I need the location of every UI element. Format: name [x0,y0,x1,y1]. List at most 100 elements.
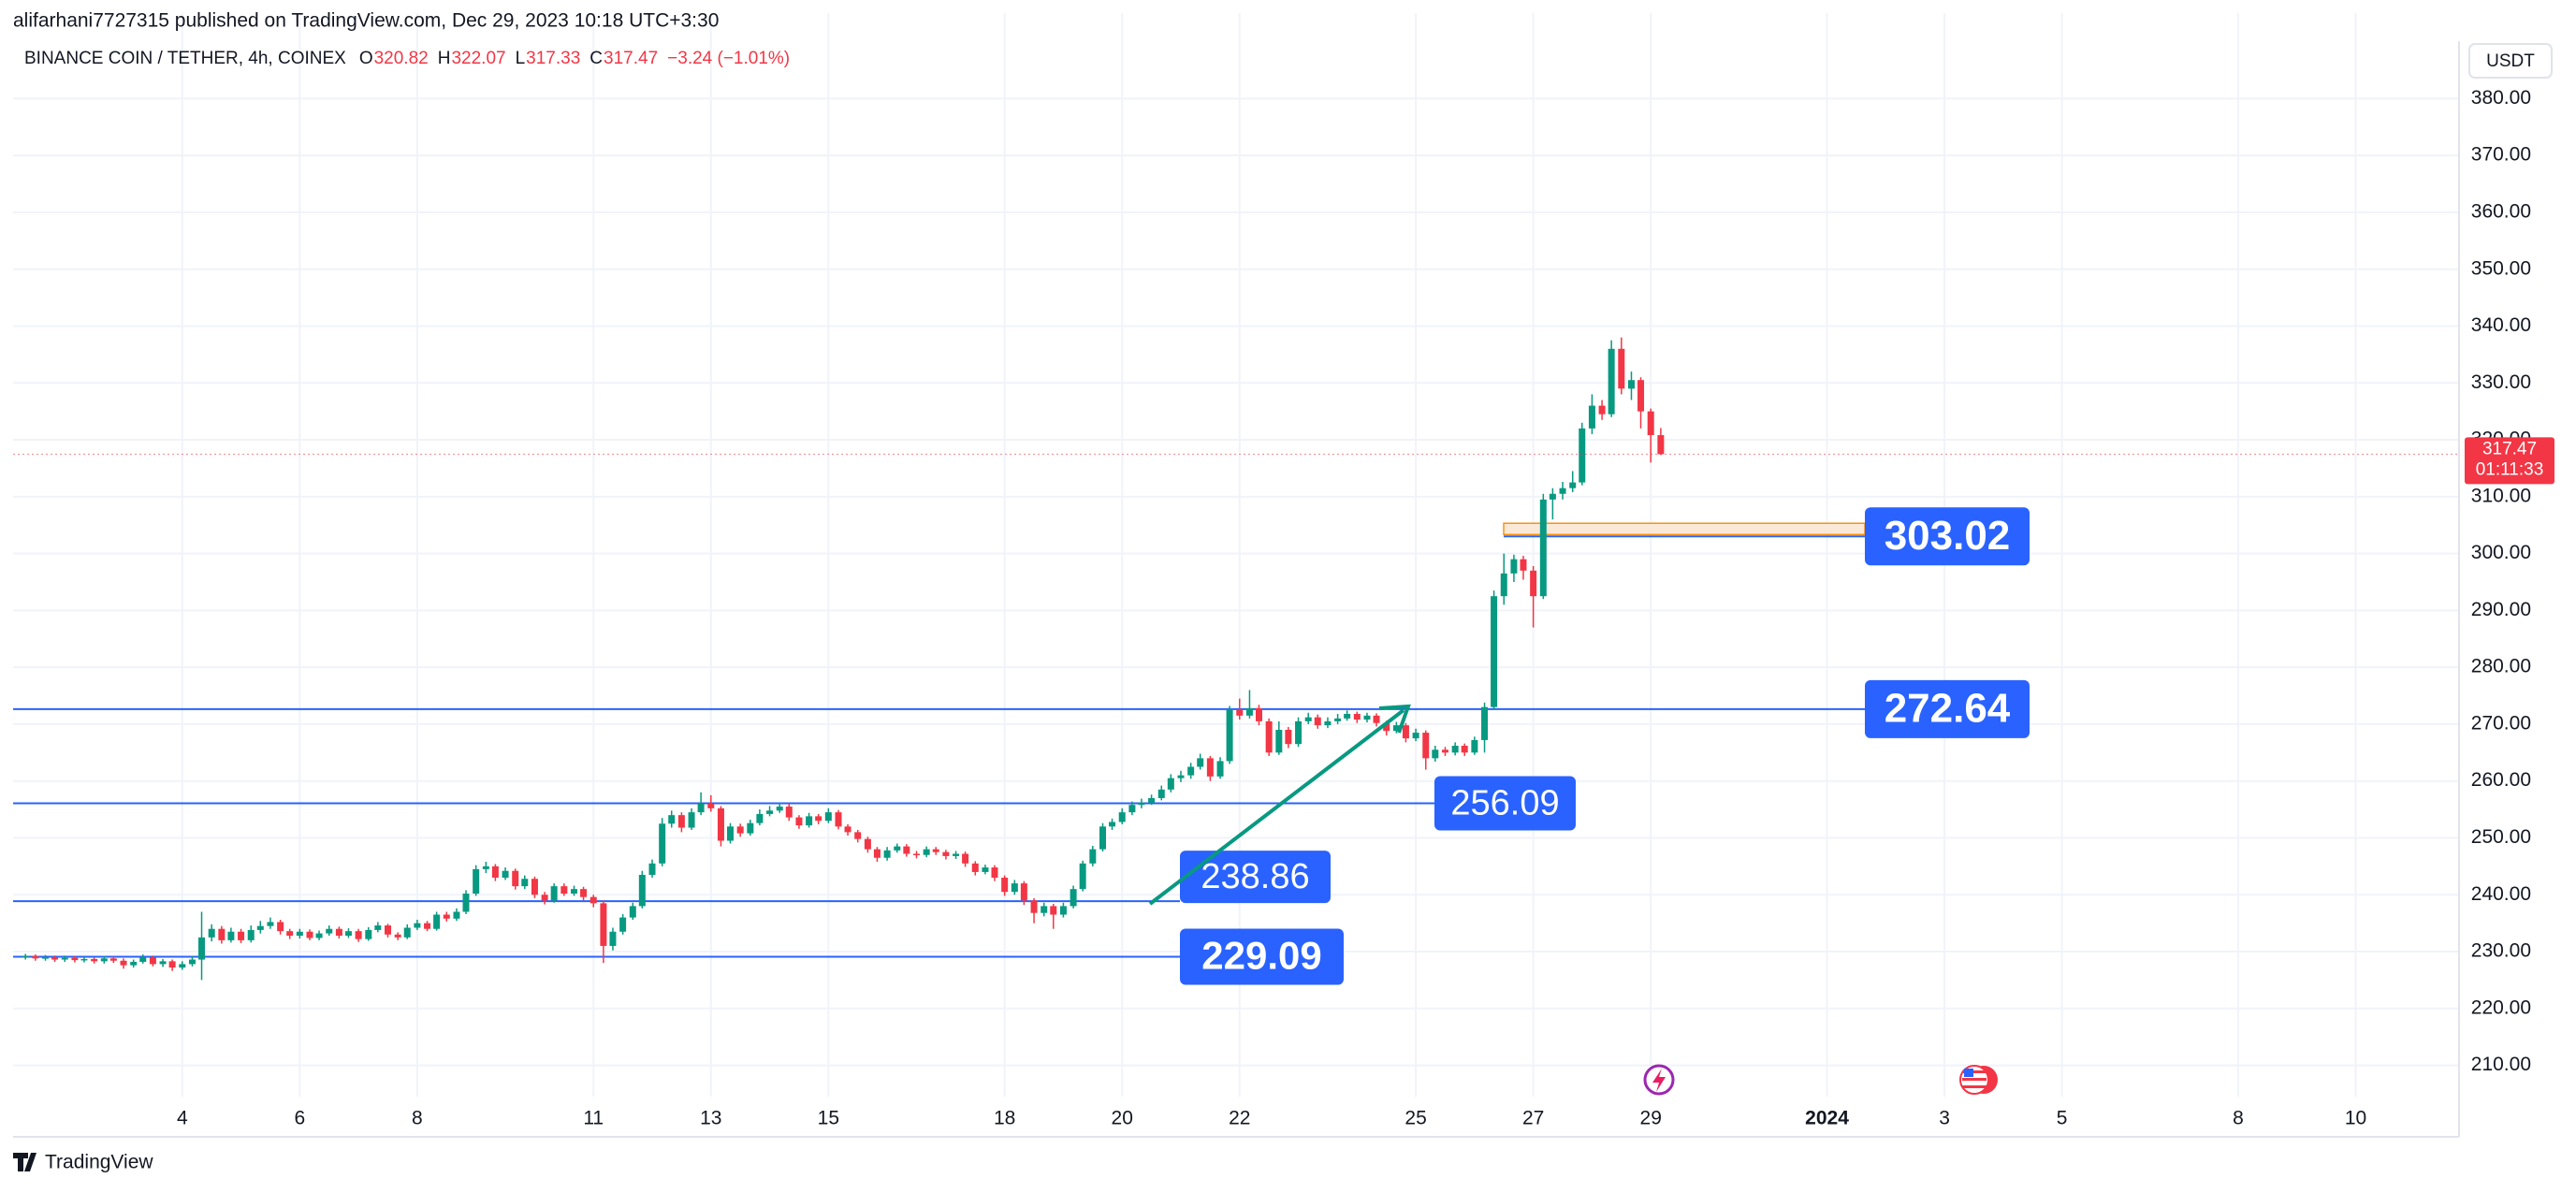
candle-body [247,929,255,940]
candle-body [1275,729,1283,753]
candle-body [315,933,323,938]
candle-body [1491,596,1498,707]
candle-body [894,846,901,851]
y-tick-label: 210.00 [2471,1054,2531,1075]
ohlc-prefix: C [589,49,603,68]
candle-body [776,807,783,811]
candle-body [227,931,235,940]
y-tick-label: 300.00 [2471,542,2531,563]
candle-body [962,853,969,864]
footer-brand: TradingView [45,1152,153,1173]
x-tick-label: 22 [1229,1108,1250,1129]
candle-body [424,923,431,929]
candle-body [1422,733,1430,759]
candle-body [1569,482,1577,488]
y-tick-label: 380.00 [2471,87,2531,109]
level-label: 272.64 [1885,685,2011,731]
y-tick-label: 330.00 [2471,371,2531,393]
candle-body [1109,822,1116,827]
x-tick-label: 8 [412,1108,423,1129]
x-tick-label: 6 [295,1108,306,1129]
candle-body [1226,709,1233,762]
candle-body [1285,729,1292,745]
candle-body [512,870,519,887]
candle-body [1089,849,1097,864]
candle-body [619,917,627,932]
x-tick-label: 11 [583,1108,604,1129]
candle-body [355,931,362,939]
candle-body [149,957,156,965]
candle-body [1177,775,1185,778]
currency[interactable]: USDT [2486,51,2535,71]
candle-body [541,895,548,901]
candle-body [1471,739,1478,753]
flag-stripe [1962,1085,1987,1088]
x-tick-label: 5 [2057,1108,2068,1129]
candle-body [374,925,382,930]
candle-body [1647,411,1654,436]
trend-arrow [1148,708,1405,906]
candle-body [1324,720,1332,726]
candle-body [1392,725,1400,732]
trend-arrow-head [1378,704,1411,734]
candle-body [736,826,744,834]
candle-body [1344,713,1351,719]
candle-body [785,807,793,818]
candle-body [659,823,666,864]
currency-box[interactable] [2468,43,2553,79]
candle-body [198,937,206,960]
candle-body [1363,715,1371,720]
event-icon-bolt [1652,1069,1666,1092]
flag-stripe [1962,1070,1987,1073]
candle-body [521,879,529,887]
candle-body [267,922,274,926]
candle-body [1461,746,1468,753]
candle-body [982,867,989,872]
candle-body [1138,802,1145,806]
y-tick-label: 360.00 [2471,200,2531,222]
candle-body [120,960,127,966]
candle-body [550,886,558,901]
x-tick-label: 25 [1404,1108,1426,1129]
candle-body [1598,405,1606,415]
candle-body [1451,746,1459,753]
candle-body [1128,805,1136,813]
candle-body [638,874,646,907]
y-tick-label: 270.00 [2471,712,2531,734]
candle-body [403,927,411,938]
candle-body [1001,878,1009,893]
candle-body [668,815,676,824]
candle-body [179,964,186,968]
candle-body [903,846,910,854]
ohlc-value: 322.07 [451,49,505,68]
candle-body [365,929,372,939]
level-label: 229.09 [1201,934,1321,978]
candle-body [609,931,617,946]
x-tick-label: 2024 [1805,1108,1849,1129]
candle-body [443,914,450,919]
candle-body [394,934,401,938]
candle-body [100,958,108,962]
candle-body [1549,493,1556,500]
candle-body [571,889,578,895]
level-label-box [1865,679,2030,738]
x-tick-label: 15 [818,1108,839,1129]
y-tick-label: 260.00 [2471,769,2531,791]
candle-body [1657,435,1665,455]
candle-body [139,957,147,962]
candle-body [600,903,607,946]
candle-body [1383,722,1390,732]
level-label-box [1434,776,1576,831]
x-tick-label: 10 [2345,1108,2366,1129]
candle-body [1618,348,1625,389]
candle-body [1245,707,1253,716]
candle-body [130,961,138,966]
candle-body [1579,428,1586,483]
flag-icon [1959,1065,1998,1095]
candle-body [531,879,538,895]
last-price-label: 317.47 [2482,439,2537,458]
candle-body [256,925,264,930]
candle-body [286,931,294,937]
candle-body [942,851,950,856]
level-label-box [1180,851,1331,904]
